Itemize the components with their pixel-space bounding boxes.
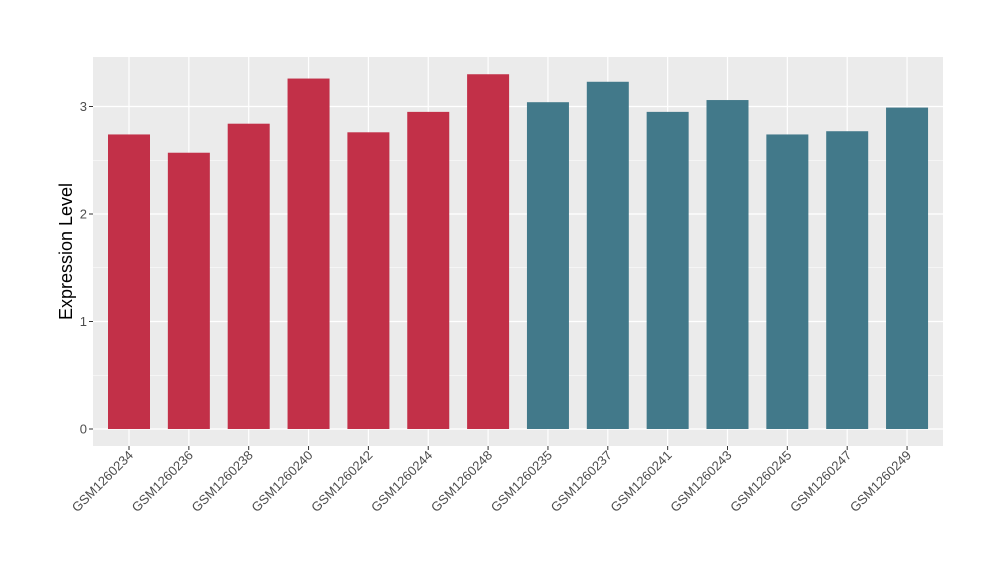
x-tick-label: GSM1260237: [548, 448, 615, 515]
y-tick-label: 1: [80, 314, 87, 329]
x-tick-label: GSM1260241: [607, 448, 674, 515]
bar: [467, 74, 510, 429]
bar: [706, 100, 749, 430]
plot-panel: [93, 57, 943, 446]
x-tick-label: GSM1260243: [667, 448, 734, 515]
bar: [287, 78, 330, 430]
x-axis-ticks: GSM1260234GSM1260236GSM1260238GSM1260240…: [69, 446, 914, 515]
bar: [108, 134, 150, 429]
bar: [886, 107, 929, 429]
x-tick-label: GSM1260236: [129, 448, 196, 515]
bar: [766, 134, 809, 429]
y-tick-label: 0: [80, 422, 87, 437]
y-tick-label: 3: [80, 99, 87, 114]
x-tick-label: GSM1260247: [787, 448, 854, 515]
bars: [108, 74, 929, 430]
x-tick-label: GSM1260244: [368, 448, 435, 515]
x-tick-label: GSM1260245: [727, 448, 794, 515]
bar: [227, 123, 270, 429]
bar: [407, 111, 450, 429]
x-tick-label: GSM1260242: [308, 448, 375, 515]
x-tick-label: GSM1260249: [847, 448, 914, 515]
x-tick-label: GSM1260235: [488, 448, 555, 515]
bar: [167, 152, 210, 429]
bar: [646, 111, 689, 429]
bar: [526, 102, 569, 429]
y-axis-ticks: 0 1 2 3: [80, 99, 93, 437]
x-tick-label: GSM1260234: [69, 448, 136, 515]
x-tick-label: GSM1260240: [248, 448, 315, 515]
bar: [347, 132, 390, 430]
bar: [826, 131, 869, 429]
x-tick-label: GSM1260248: [428, 448, 495, 515]
x-tick-label: GSM1260238: [188, 448, 255, 515]
y-axis-title: Expression Level: [56, 183, 76, 320]
bar: [586, 81, 629, 430]
y-tick-label: 2: [80, 207, 87, 222]
